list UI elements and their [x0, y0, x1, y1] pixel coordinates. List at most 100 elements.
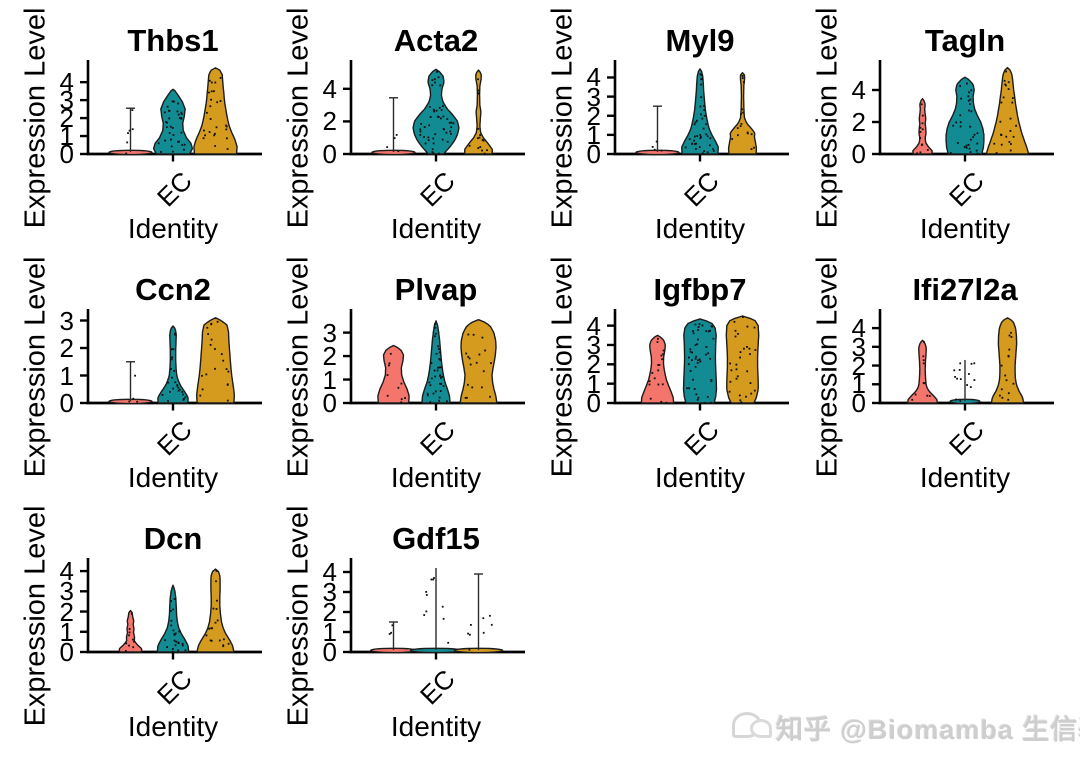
jitter-point — [482, 139, 485, 142]
jitter-point — [214, 348, 216, 350]
jitter-point — [432, 142, 435, 145]
jitter-point — [173, 369, 175, 372]
jitter-point — [471, 386, 474, 389]
jitter-point — [161, 394, 164, 396]
jitter-point — [477, 137, 479, 140]
jitter-point — [173, 598, 176, 600]
jitter-point — [429, 116, 432, 118]
jitter-point — [466, 396, 468, 399]
jitter-point — [434, 81, 436, 84]
jitter-point — [700, 113, 702, 116]
jitter-point — [210, 98, 212, 101]
jitter-point — [441, 138, 444, 141]
jitter-point — [386, 374, 389, 376]
jitter-point — [695, 148, 697, 150]
jitter-point — [959, 85, 961, 87]
violin-shape-group3 — [193, 67, 238, 155]
jitter-point — [168, 132, 171, 134]
x-tick-label-ec: EC — [151, 414, 198, 462]
jitter-point — [171, 648, 174, 650]
jitter-point — [128, 634, 130, 637]
violin-shape-group2 — [945, 76, 985, 155]
jitter-point — [167, 381, 170, 384]
jitter-point — [696, 119, 698, 122]
jitter-point — [426, 392, 429, 395]
jitter-point — [699, 73, 702, 76]
jitter-point — [733, 320, 736, 323]
jitter-point — [206, 111, 208, 114]
jitter-point — [1011, 101, 1014, 104]
jitter-point — [952, 124, 955, 127]
panel-title: Acta2 — [393, 23, 479, 58]
x-tick-label-ec: EC — [151, 663, 198, 711]
jitter-point — [467, 333, 470, 336]
jitter-point — [706, 396, 709, 398]
jitter-point — [206, 326, 209, 329]
jitter-point — [177, 389, 180, 392]
jitter-point — [728, 390, 731, 393]
jitter-point — [226, 384, 229, 386]
jitter-point — [1005, 70, 1007, 73]
jitter-point — [742, 111, 744, 114]
jitter-point — [691, 142, 694, 145]
violin-shape-group3 — [464, 69, 493, 155]
jitter-point — [419, 130, 422, 133]
panel-title: Myl9 — [665, 23, 735, 58]
jitter-point — [738, 394, 741, 397]
jitter-point — [210, 322, 213, 325]
violin-shape-group3 — [990, 317, 1025, 404]
y-tick-label: 2 — [59, 103, 74, 134]
jitter-point — [1009, 117, 1012, 120]
jitter-point — [434, 323, 436, 325]
jitter-point — [166, 646, 168, 648]
jitter-point — [428, 124, 431, 127]
jitter-point — [219, 100, 222, 102]
jitter-point — [710, 325, 713, 328]
jitter-point — [707, 352, 710, 355]
jitter-point — [437, 115, 439, 118]
jitter-point — [919, 137, 922, 139]
jitter-point — [1002, 96, 1005, 99]
y-tick-label: 1 — [851, 369, 866, 400]
jitter-point — [694, 135, 696, 138]
y-tick-label: 1 — [322, 364, 337, 395]
jitter-point — [746, 325, 749, 328]
jitter-point — [174, 644, 177, 647]
jitter-point — [973, 362, 976, 365]
jitter-point — [1007, 398, 1010, 401]
jitter-point — [134, 374, 136, 377]
jitter-point — [703, 109, 705, 111]
violin-shape-group2 — [681, 68, 719, 155]
jitter-point — [956, 142, 959, 144]
jitter-point — [166, 105, 169, 108]
jitter-point — [216, 599, 218, 602]
jitter-point — [433, 369, 436, 372]
jitter-point — [969, 98, 972, 101]
jitter-point — [214, 132, 216, 135]
watermark-text: 知乎 @Biomamba 生信基地 — [776, 714, 1080, 745]
violin-shape-group3 — [985, 66, 1030, 155]
jitter-point — [955, 398, 957, 401]
jitter-point — [397, 386, 400, 389]
jitter-point — [227, 370, 230, 373]
jitter-point — [160, 151, 162, 153]
jitter-point — [174, 381, 177, 384]
jitter-point — [477, 127, 480, 130]
jitter-point — [735, 377, 738, 380]
jitter-point — [166, 121, 168, 124]
jitter-point — [434, 133, 437, 136]
y-tick-label: 2 — [586, 100, 601, 131]
y-tick-label: 2 — [322, 106, 337, 137]
jitter-point — [439, 84, 442, 87]
jitter-point — [172, 629, 175, 632]
jitter-point — [705, 346, 708, 348]
y-tick-label: 4 — [322, 557, 337, 587]
jitter-point — [177, 113, 180, 116]
jitter-point — [958, 369, 961, 371]
jitter-point — [741, 75, 744, 77]
jitter-point — [753, 389, 756, 392]
jitter-point — [219, 77, 222, 79]
y-tick-label: 4 — [851, 75, 866, 105]
jitter-point — [736, 127, 739, 129]
jitter-point — [688, 138, 691, 140]
